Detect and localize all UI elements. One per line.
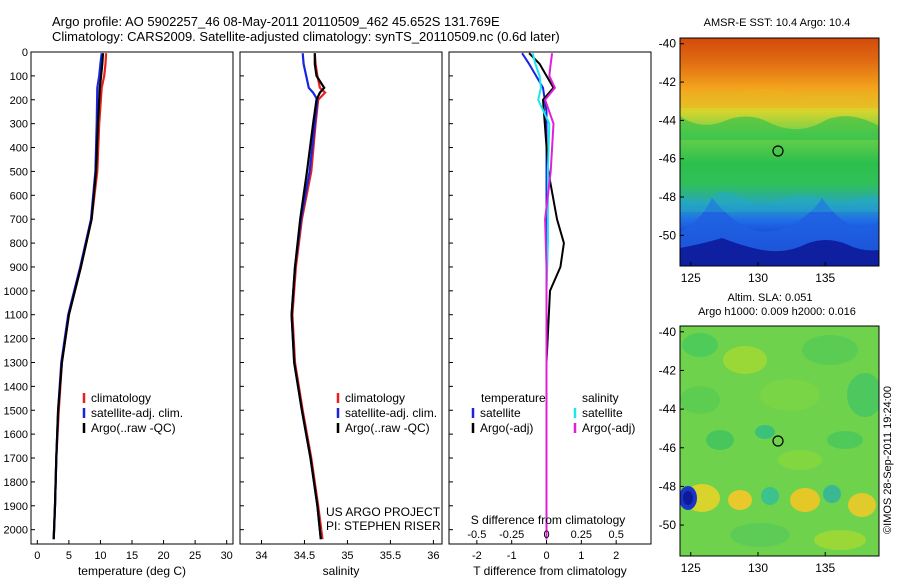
x-tick-label: 0 bbox=[34, 550, 40, 562]
s-diff-tick-label: -0.5 bbox=[467, 529, 486, 541]
x-tick-label: 34 bbox=[255, 550, 267, 562]
s-diff-tick-label: -0.25 bbox=[499, 529, 524, 541]
sst-argo-location-marker bbox=[772, 145, 784, 157]
sla-map-title: Altim. SLA: 0.051 bbox=[728, 292, 813, 304]
x-tick-label: -2 bbox=[472, 550, 482, 562]
legend-label: Argo(..raw -QC) bbox=[345, 421, 430, 435]
map-y-tick-label: -44 bbox=[659, 113, 677, 127]
x-tick-label: 25 bbox=[189, 550, 201, 562]
legend-label: satellite-adj. clim. bbox=[345, 406, 437, 420]
map-x-tick-label: 130 bbox=[748, 561, 768, 575]
y-tick-label: 400 bbox=[10, 143, 28, 155]
map-x-tick-label: 130 bbox=[748, 271, 768, 285]
y-tick-label: 1800 bbox=[4, 477, 28, 489]
series-line-argo-raw-qc bbox=[52, 53, 105, 540]
x-tick-label: 34.5 bbox=[294, 550, 315, 562]
x-tick-label: 15 bbox=[126, 550, 138, 562]
series-line-argo-raw-qc bbox=[290, 53, 326, 540]
y-tick-label: 1100 bbox=[4, 310, 28, 322]
sla-map-frame bbox=[679, 325, 880, 557]
map-x-tick-label: 125 bbox=[681, 561, 701, 575]
series-line-salinity-argo-adj bbox=[543, 53, 557, 540]
map-y-tick-label: -42 bbox=[659, 363, 677, 377]
x-tick-label: 35 bbox=[341, 550, 353, 562]
legend-label: Argo(-adj) bbox=[480, 421, 533, 435]
x-axis-label: temperature (deg C) bbox=[78, 564, 186, 578]
y-tick-label: 1000 bbox=[4, 286, 28, 298]
map-x-tick-label: 135 bbox=[815, 271, 835, 285]
legend-label: Argo(..raw -QC) bbox=[91, 421, 176, 435]
legend-label: climatology bbox=[91, 391, 151, 405]
legend-label: climatology bbox=[345, 391, 405, 405]
figure-title-line2: Climatology: CARS2009. Satellite-adjuste… bbox=[52, 29, 560, 44]
x-tick-label: 10 bbox=[94, 550, 106, 562]
project-annotation: PI: STEPHEN RISER bbox=[326, 519, 441, 533]
y-tick-label: 900 bbox=[10, 262, 28, 274]
sla-map-image bbox=[680, 326, 879, 556]
imos-credit: ©IMOS 28-Sep-2011 19:24:00 bbox=[882, 386, 894, 534]
s-diff-tick-label: 0.25 bbox=[571, 529, 592, 541]
map-x-tick-label: 125 bbox=[681, 271, 701, 285]
legend-title-temperature: temperature bbox=[481, 391, 546, 405]
legend-label: satellite bbox=[582, 406, 623, 420]
x-tick-label: -1 bbox=[507, 550, 517, 562]
y-tick-label: 700 bbox=[10, 214, 28, 226]
legend-label: satellite-adj. clim. bbox=[91, 406, 183, 420]
map-y-tick-label: -50 bbox=[659, 518, 677, 532]
sst-map-frame bbox=[679, 37, 880, 267]
s-diff-tick-label: 0 bbox=[543, 529, 549, 541]
map-y-tick-label: -44 bbox=[659, 402, 677, 416]
y-tick-label: 2000 bbox=[4, 525, 28, 537]
y-tick-label: 1500 bbox=[4, 405, 28, 417]
x-tick-label: 0 bbox=[543, 550, 549, 562]
sst-map-image bbox=[680, 38, 879, 266]
map-y-tick-label: -46 bbox=[659, 152, 677, 166]
legend-label: Argo(-adj) bbox=[582, 421, 635, 435]
y-tick-label: 1600 bbox=[4, 429, 28, 441]
salinity-axes bbox=[239, 51, 443, 545]
x-tick-label: 1 bbox=[578, 550, 584, 562]
y-tick-label: 1200 bbox=[4, 334, 28, 346]
legend-label: satellite bbox=[480, 406, 521, 420]
temperature-axes bbox=[30, 51, 234, 545]
sla-map-subtitle: Argo h1000: 0.009 h2000: 0.016 bbox=[698, 306, 856, 318]
x-tick-label: 35.5 bbox=[380, 550, 401, 562]
s-diff-tick-label: 0.5 bbox=[609, 529, 624, 541]
x-axis-label: T difference from climatology bbox=[473, 564, 627, 578]
y-tick-label: 1700 bbox=[4, 453, 28, 465]
y-tick-label: 300 bbox=[10, 119, 28, 131]
s-diff-axis-label: S difference from climatology bbox=[471, 513, 626, 527]
x-axis-label: salinity bbox=[323, 564, 360, 578]
map-y-tick-label: -40 bbox=[659, 37, 677, 51]
map-y-tick-label: -42 bbox=[659, 75, 677, 89]
y-tick-label: 1300 bbox=[4, 357, 28, 369]
y-tick-label: 200 bbox=[10, 95, 28, 107]
sst-map-title: AMSR-E SST: 10.4 Argo: 10.4 bbox=[704, 17, 851, 29]
map-y-tick-label: -40 bbox=[659, 325, 677, 339]
x-tick-label: 2 bbox=[613, 550, 619, 562]
y-tick-label: 1900 bbox=[4, 501, 28, 513]
map-y-tick-label: -46 bbox=[659, 441, 677, 455]
map-y-tick-label: -48 bbox=[659, 190, 677, 204]
y-tick-label: 500 bbox=[10, 166, 28, 178]
legend-title-salinity: salinity bbox=[582, 391, 619, 405]
x-tick-label: 36 bbox=[427, 550, 439, 562]
map-y-tick-label: -48 bbox=[659, 479, 677, 493]
y-tick-label: 100 bbox=[10, 71, 28, 83]
y-tick-label: 0 bbox=[22, 47, 28, 59]
x-tick-label: 5 bbox=[66, 550, 72, 562]
map-x-tick-label: 135 bbox=[815, 561, 835, 575]
y-tick-label: 600 bbox=[10, 190, 28, 202]
x-tick-label: 20 bbox=[157, 550, 169, 562]
x-tick-label: 30 bbox=[221, 550, 233, 562]
y-tick-label: 1400 bbox=[4, 381, 28, 393]
map-y-tick-label: -50 bbox=[659, 228, 677, 242]
sla-argo-location-marker bbox=[772, 435, 784, 447]
figure-title-line1: Argo profile: AO 5902257_46 08-May-2011 … bbox=[52, 14, 500, 29]
y-tick-label: 800 bbox=[10, 238, 28, 250]
project-annotation: US ARGO PROJECT bbox=[326, 505, 441, 519]
